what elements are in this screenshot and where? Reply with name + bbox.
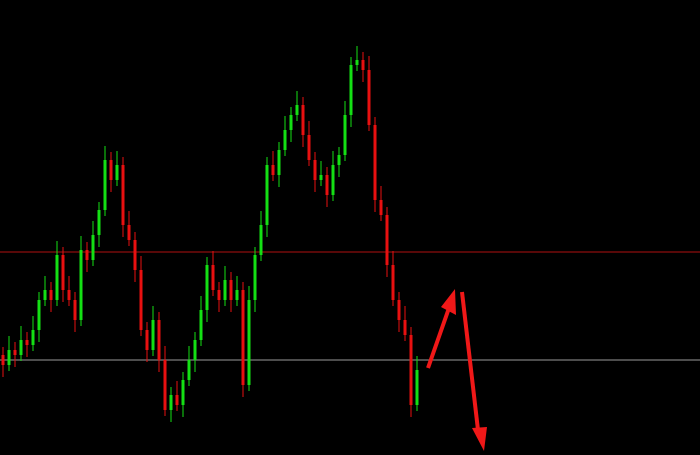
candle-body	[91, 235, 95, 260]
candle-body	[337, 155, 341, 165]
candle-body	[109, 160, 113, 180]
candle-body	[187, 360, 191, 380]
candle-body	[259, 225, 263, 255]
candle-body	[367, 70, 371, 125]
candle-body	[361, 60, 365, 70]
candle-body	[13, 350, 17, 355]
candle-body	[253, 255, 257, 300]
candle-body	[265, 165, 269, 225]
candle-body	[205, 265, 209, 310]
candle-body	[397, 300, 401, 320]
candle-body	[229, 280, 233, 300]
candle-body	[7, 350, 11, 365]
candle-body	[55, 255, 59, 300]
candle-body	[283, 130, 287, 150]
candle-body	[97, 210, 101, 235]
candle-body	[25, 340, 29, 345]
candle-body	[193, 340, 197, 360]
candle-body	[103, 160, 107, 210]
candle-body	[163, 360, 167, 410]
arrow-down-shaft	[460, 291, 480, 431]
candle-body	[199, 310, 203, 340]
candle-body	[325, 175, 329, 195]
candle-body	[295, 105, 299, 115]
candle-body	[133, 240, 137, 270]
candle-body	[19, 340, 23, 355]
candle-body	[235, 290, 239, 300]
candle-body	[127, 225, 131, 240]
candle-body	[175, 395, 179, 405]
candle-body	[241, 290, 245, 385]
candle-body	[67, 290, 71, 300]
candle-body	[319, 175, 323, 180]
candle-body	[217, 290, 221, 300]
candle-body	[157, 320, 161, 360]
candle-body	[415, 370, 419, 405]
candle-body	[379, 200, 383, 215]
arrow-down-head	[472, 427, 487, 451]
candle-body	[151, 320, 155, 350]
candle-body	[301, 105, 305, 135]
arrow-up-shaft	[426, 307, 451, 369]
candle-body	[181, 380, 185, 405]
candle-body	[169, 395, 173, 410]
candle-body	[31, 330, 35, 345]
candle-body	[289, 115, 293, 130]
arrow-up-head	[441, 289, 456, 315]
candle-body	[85, 250, 89, 260]
candle-body	[79, 250, 83, 320]
candle-body	[385, 215, 389, 265]
candle-body	[355, 60, 359, 65]
candle-body	[43, 290, 47, 300]
candle-body	[343, 115, 347, 155]
candle-body	[331, 165, 335, 195]
candle-body	[61, 255, 65, 290]
candle-body	[307, 135, 311, 160]
candle-body	[391, 265, 395, 300]
candle-body	[277, 150, 281, 175]
candle-body	[313, 160, 317, 180]
candle-body	[37, 300, 41, 330]
candle-body	[1, 355, 5, 365]
candle-body	[145, 330, 149, 350]
candle-body	[349, 65, 353, 115]
annotation-arrows	[426, 289, 487, 451]
candle-body	[271, 165, 275, 175]
candle-body	[403, 320, 407, 335]
candle-body	[373, 125, 377, 200]
candle-body	[409, 335, 413, 405]
candle-body	[223, 280, 227, 300]
candle-body	[49, 290, 53, 300]
candle-body	[115, 165, 119, 180]
candle-body	[73, 300, 77, 320]
candle-body	[121, 165, 125, 225]
candle-body	[211, 265, 215, 290]
candle-body	[247, 300, 251, 385]
candle-body	[139, 270, 143, 330]
